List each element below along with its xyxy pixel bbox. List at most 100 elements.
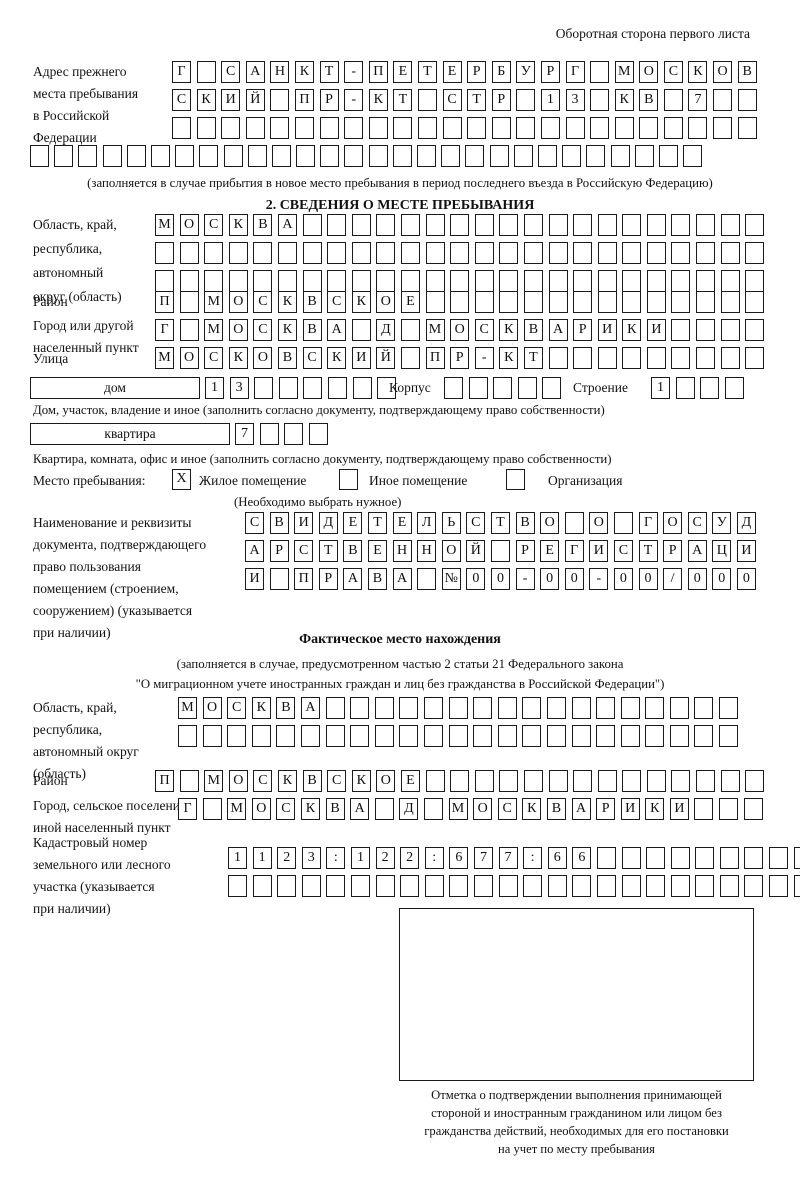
previous-address-row-1-cell-17[interactable]: Г: [565, 61, 585, 83]
section2-street-row-cell-10[interactable]: Й: [376, 347, 396, 369]
section2-district-row-cell-4[interactable]: О: [228, 291, 248, 313]
stay-type-checkbox-organizatsiya[interactable]: [506, 469, 525, 490]
section2-region-row-3-cell-15[interactable]: [499, 270, 519, 292]
actual-city-row-cell-21[interactable]: И: [669, 798, 689, 820]
previous-address-row-1-cell-15[interactable]: У: [516, 61, 536, 83]
section2-city-row-cell-16[interactable]: В: [523, 319, 543, 341]
document-row-1-cell-21[interactable]: Д: [736, 512, 756, 534]
document-row-2-cell-16[interactable]: С: [613, 540, 633, 562]
actual-district-row-cell-11[interactable]: Е: [400, 770, 420, 792]
previous-address-row-3-cell-17[interactable]: [565, 117, 585, 139]
previous-address-row-4-cell-25[interactable]: [610, 145, 630, 167]
actual-region-row-2-cell-14[interactable]: [497, 725, 517, 747]
section2-district-row-cell-21[interactable]: [646, 291, 666, 313]
actual-city-row-cell-19[interactable]: И: [620, 798, 640, 820]
actual-region-row-2[interactable]: [178, 725, 739, 747]
stay-type-checkbox-zhiloe[interactable]: X: [172, 469, 191, 490]
cadastral-row-1-cell-24[interactable]: [793, 847, 800, 869]
document-row-2-cell-19[interactable]: А: [687, 540, 707, 562]
cadastral-row-2-cell-24[interactable]: [793, 875, 800, 897]
actual-region-row-1-cell-12[interactable]: [448, 697, 468, 719]
cadastral-row-2-cell-6[interactable]: [350, 875, 370, 897]
section2-region-row-1-cell-2[interactable]: О: [179, 214, 199, 236]
document-row-1-cell-8[interactable]: Л: [417, 512, 437, 534]
section2-district-row-cell-24[interactable]: [720, 291, 740, 313]
document-row-3-cell-10[interactable]: 0: [466, 568, 486, 590]
actual-region-row-1-cell-8[interactable]: [350, 697, 370, 719]
previous-address-row-4-cell-19[interactable]: [465, 145, 485, 167]
section2-city-row-cell-12[interactable]: М: [425, 319, 445, 341]
cadastral-row-2-cell-13[interactable]: [523, 875, 543, 897]
previous-address-row-4-cell-16[interactable]: [392, 145, 412, 167]
actual-region-row-1-cell-5[interactable]: В: [276, 697, 296, 719]
cadastral-row-1-cell-20[interactable]: [695, 847, 715, 869]
korpus-cells-cell-4[interactable]: [517, 377, 537, 399]
previous-address-row-3-cell-12[interactable]: [442, 117, 462, 139]
cadastral-row-2-cell-8[interactable]: [400, 875, 420, 897]
previous-address-row-3-cell-14[interactable]: [491, 117, 511, 139]
section2-district-row-cell-8[interactable]: С: [327, 291, 347, 313]
flat-number-cells-cell-2[interactable]: [259, 423, 279, 445]
section2-street-row-cell-2[interactable]: О: [179, 347, 199, 369]
document-row-1-cell-13[interactable]: О: [540, 512, 560, 534]
actual-region-row-1-cell-23[interactable]: [719, 697, 739, 719]
section2-region-row-1-cell-7[interactable]: [302, 214, 322, 236]
section2-region-row-2-cell-21[interactable]: [646, 242, 666, 264]
actual-district-row-cell-6[interactable]: К: [277, 770, 297, 792]
document-row-2-cell-5[interactable]: В: [343, 540, 363, 562]
document-row-3-cell-14[interactable]: 0: [564, 568, 584, 590]
section2-city-row-cell-10[interactable]: Д: [376, 319, 396, 341]
previous-address-row-2-cell-22[interactable]: 7: [688, 89, 708, 111]
previous-address-row-2-cell-2[interactable]: К: [196, 89, 216, 111]
previous-address-row-1-cell-10[interactable]: Е: [393, 61, 413, 83]
actual-region-row-2-cell-2[interactable]: [202, 725, 222, 747]
section2-city-row-cell-21[interactable]: И: [646, 319, 666, 341]
actual-region-row-2-cell-6[interactable]: [300, 725, 320, 747]
cadastral-row-2-cell-17[interactable]: [621, 875, 641, 897]
section2-region-row-2-cell-16[interactable]: [523, 242, 543, 264]
previous-address-row-2-cell-15[interactable]: [516, 89, 536, 111]
section2-region-row-1-cell-25[interactable]: [745, 214, 765, 236]
actual-city-row-cell-20[interactable]: К: [645, 798, 665, 820]
section2-street-row-cell-9[interactable]: И: [351, 347, 371, 369]
actual-region-row-1-cell-21[interactable]: [669, 697, 689, 719]
previous-address-row-3-cell-7[interactable]: [319, 117, 339, 139]
section2-region-row-3-cell-4[interactable]: [228, 270, 248, 292]
section2-region-row-2-cell-7[interactable]: [302, 242, 322, 264]
section2-region-row-1-cell-13[interactable]: [450, 214, 470, 236]
actual-district-row-cell-24[interactable]: [720, 770, 740, 792]
document-row-1-cell-12[interactable]: В: [515, 512, 535, 534]
section2-region-row-3-cell-11[interactable]: [400, 270, 420, 292]
house-number-cells-cell-4[interactable]: [278, 377, 298, 399]
section2-region-row-3-cell-16[interactable]: [523, 270, 543, 292]
previous-address-row-2-cell-3[interactable]: И: [221, 89, 241, 111]
section2-city-row-cell-15[interactable]: К: [499, 319, 519, 341]
section2-region-row-1-cell-8[interactable]: [327, 214, 347, 236]
actual-region-row-2-cell-13[interactable]: [473, 725, 493, 747]
section2-region-row-3-cell-14[interactable]: [474, 270, 494, 292]
actual-city-row-cell-24[interactable]: [743, 798, 763, 820]
previous-address-row-3-cell-9[interactable]: [368, 117, 388, 139]
actual-district-row-cell-5[interactable]: С: [253, 770, 273, 792]
section2-city-row-cell-9[interactable]: [351, 319, 371, 341]
actual-region-row-1-cell-2[interactable]: О: [202, 697, 222, 719]
actual-region-row-2-cell-1[interactable]: [178, 725, 197, 747]
cadastral-row-1-cell-17[interactable]: [621, 847, 641, 869]
actual-region-row-1-cell-22[interactable]: [694, 697, 714, 719]
previous-address-row-3-cell-1[interactable]: [172, 117, 191, 139]
section2-region-row-1-cell-4[interactable]: К: [228, 214, 248, 236]
actual-region-row-1-cell-3[interactable]: С: [227, 697, 247, 719]
previous-address-row-3-cell-13[interactable]: [467, 117, 487, 139]
section2-city-row-cell-3[interactable]: М: [204, 319, 224, 341]
cadastral-row-2-cell-20[interactable]: [695, 875, 715, 897]
cadastral-row-2-cell-9[interactable]: [424, 875, 444, 897]
actual-city-row-cell-1[interactable]: Г: [178, 798, 197, 820]
cadastral-row-2-cell-3[interactable]: [277, 875, 297, 897]
document-row-3-cell-17[interactable]: 0: [638, 568, 658, 590]
cadastral-row-2[interactable]: [228, 875, 800, 897]
previous-address-row-4-cell-21[interactable]: [513, 145, 533, 167]
document-row-3-cell-7[interactable]: А: [392, 568, 412, 590]
